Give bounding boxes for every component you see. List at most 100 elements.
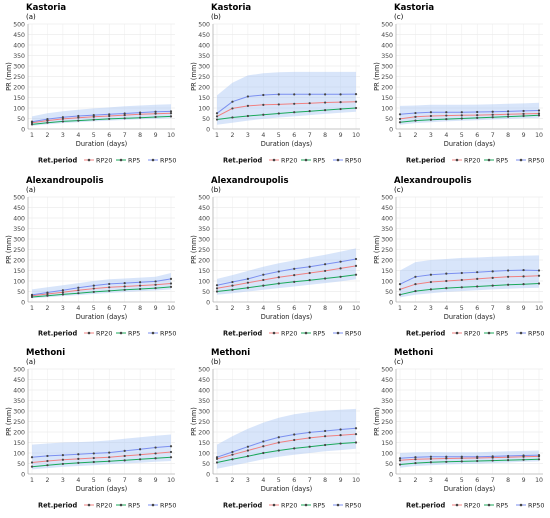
data-point-rp5 [30,123,34,126]
data-point-rp20 [277,441,280,444]
y-tick-label: 450 [381,32,393,39]
x-tick-label: 8 [323,132,327,139]
x-tick-label: 8 [138,305,142,312]
data-point-rp5 [92,290,95,294]
chart-svg: 0 50 100 150 200 250 300 350 400 450 500 1 2 3 4 5 6 7 8 9 1… [373,194,544,337]
legend-label-rp20: RP20 [464,501,480,509]
data-point-rp20 [507,113,510,116]
data-point-rp50 [108,451,111,454]
data-point-rp5 [77,461,80,464]
data-point-rp50 [445,272,448,275]
x-tick-label: 4 [261,477,265,484]
data-point-rp5 [277,112,280,115]
data-point-rp50 [30,456,34,459]
y-tick-label: 150 [198,440,210,447]
x-tick-label: 1 [30,132,34,139]
data-point-rp50 [246,277,249,280]
data-point-rp5 [522,283,525,286]
data-point-rp20 [354,433,358,436]
y-tick-label: 150 [381,95,393,102]
data-point-rp5 [108,117,111,121]
data-point-rp50 [277,270,280,273]
series-line-rp20 [216,433,357,460]
y-axis-label: PR (mm) [373,407,381,436]
legend-marker-rp50 [151,158,155,162]
x-tick-label: 3 [246,132,250,139]
data-point-rp20 [154,112,157,115]
legend-marker-rp20 [455,331,459,335]
data-point-rp50 [139,111,142,114]
y-axis-label: PR (mm) [373,235,381,264]
x-tick-label: 10 [167,132,175,139]
data-point-rp50 [308,93,311,96]
y-tick-label: 200 [198,257,210,264]
data-point-rp50 [262,93,265,97]
data-point-rp20 [429,280,432,284]
y-tick-label: 50 [202,289,210,296]
x-tick-label: 6 [107,477,111,484]
legend-marker-rp20 [87,503,91,507]
x-tick-label: 4 [261,132,265,139]
x-tick-label: 7 [123,477,127,484]
data-point-rp5 [324,277,327,280]
data-point-rp5 [231,288,234,291]
x-tick-label: 7 [491,132,495,139]
legend-title: Ret.period [38,329,77,337]
data-point-rp5 [445,118,448,121]
data-point-rp5 [92,460,95,464]
x-tick-label: 10 [535,132,543,139]
legend-marker-rp20 [272,503,276,507]
x-tick-label: 1 [398,305,402,312]
x-tick-label: 4 [76,132,80,139]
y-tick-label: 50 [17,289,25,296]
data-point-rp50 [398,283,402,286]
data-point-rp5 [414,461,417,465]
legend-marker-rp50 [336,331,340,335]
data-point-rp20 [460,114,463,117]
y-tick-label: 500 [198,366,210,373]
y-tick-label: 300 [198,408,210,415]
data-point-rp20 [308,436,311,439]
data-point-rp20 [277,103,280,106]
x-tick-label: 10 [535,477,543,484]
data-point-rp20 [46,459,49,463]
y-tick-label: 100 [13,450,25,457]
data-point-rp20 [429,114,432,118]
x-tick-label: 6 [292,477,296,484]
y-tick-label: 350 [13,53,25,60]
data-point-rp5 [460,117,463,120]
x-tick-label: 10 [352,132,360,139]
data-point-rp50 [61,454,64,457]
y-tick-label: 450 [198,32,210,39]
x-tick-label: 6 [292,132,296,139]
data-point-rp50 [324,429,327,433]
data-point-rp5 [92,118,95,121]
data-point-rp50 [123,112,126,115]
y-tick-label: 50 [385,461,393,468]
data-point-rp20 [139,453,142,456]
x-tick-label: 9 [339,477,343,484]
legend-marker-rp50 [336,503,340,507]
chart-panel: Alexandroupolis (c) 0 50 100 150 200 250 300 350 4… [368,173,550,345]
data-point-rp50 [293,433,296,436]
y-tick-label: 250 [381,419,393,426]
y-tick-label: 0 [389,299,393,306]
data-point-rp5 [139,116,142,119]
series-line-rp50 [399,269,540,285]
chart-subtitle: (c) [394,186,404,194]
data-point-rp50 [277,93,280,96]
x-tick-label: 6 [475,305,479,312]
x-tick-label: 8 [506,477,510,484]
data-point-rp50 [339,93,342,96]
data-point-rp5 [154,287,157,290]
y-tick-label: 50 [17,461,25,468]
data-point-rp50 [77,114,80,118]
data-point-rp20 [429,457,432,460]
chart-subtitle: (b) [211,358,221,366]
data-point-rp50 [169,110,173,113]
data-point-rp5 [476,459,479,463]
data-point-rp5 [460,460,463,463]
data-point-rp20 [354,100,358,103]
data-point-rp50 [215,112,219,115]
